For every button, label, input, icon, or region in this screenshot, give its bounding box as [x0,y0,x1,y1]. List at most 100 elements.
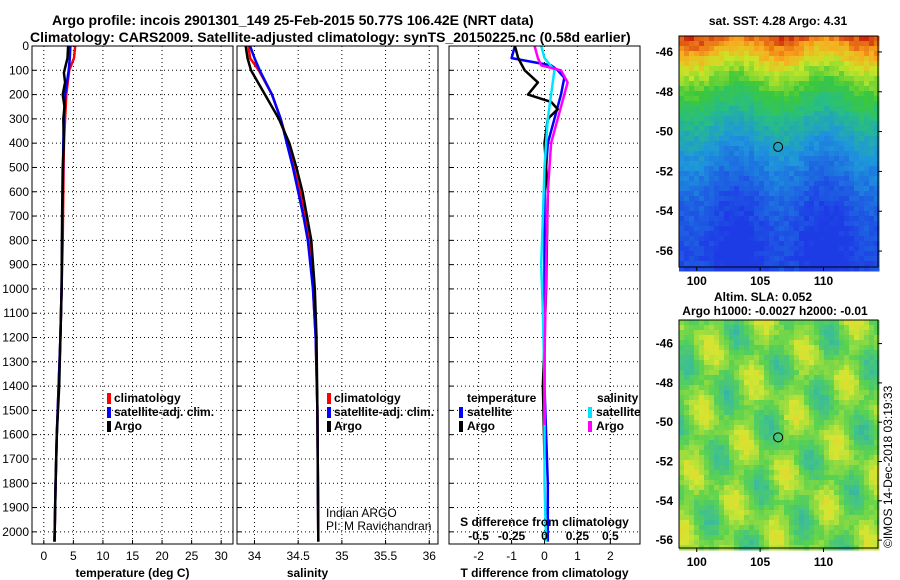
map-pixel [734,535,740,541]
map-pixel [719,390,725,396]
map-pixel [689,226,695,232]
map-pixel [814,335,820,341]
map-pixel [809,325,815,331]
map-pixel [754,400,760,406]
map-pixel [699,236,705,242]
map-pixel [859,320,865,326]
map-pixel [824,76,830,82]
map-pixel [814,400,820,406]
map-pixel [774,56,780,62]
map-pixel [769,440,775,446]
map-pixel [719,355,725,361]
map-pixel [704,520,710,526]
map-pixel [779,525,785,531]
map-pixel [819,335,825,341]
map-pixel [684,181,690,187]
map-pixel [694,490,700,496]
map-pixel [824,181,830,187]
map-pixel [764,41,770,47]
map-pixel [809,196,815,202]
map-pixel [844,390,850,396]
map-pixel [784,246,790,252]
map-pixel [694,101,700,107]
map-pixel [784,440,790,446]
map-pixel [719,261,725,267]
map-pixel [714,96,720,102]
sla-map-subtitle: Argo h1000: -0.0027 h2000: -0.01 [682,304,868,318]
map-pixel [784,420,790,426]
map-pixel [704,345,710,351]
map-pixel [829,151,835,157]
map-pixel [799,46,805,52]
map-pixel [874,201,880,207]
map-pixel [684,96,690,102]
map-pixel [794,111,800,117]
map-pixel [849,161,855,167]
map-pixel [774,126,780,132]
map-pixel [799,525,805,531]
map-pixel [754,460,760,466]
map-pixel [874,510,880,516]
map-pixel [704,365,710,371]
map-pixel [864,525,870,531]
map-pixel [844,325,850,331]
map-pixel [814,191,820,197]
map-pixel [699,141,705,147]
map-pixel [744,171,750,177]
map-pixel [804,51,810,57]
map-pixel [679,465,685,471]
map-pixel [739,196,745,202]
map-pixel [719,181,725,187]
map-pixel [864,365,870,371]
map-pixel [744,181,750,187]
map-pixel [834,41,840,47]
map-pixel [839,345,845,351]
map-pixel [789,261,795,267]
map-pixel [864,535,870,541]
map-pixel [754,320,760,326]
map-pixel [869,36,875,42]
map-pixel [734,161,740,167]
map-pixel [784,350,790,356]
map-pixel [694,460,700,466]
map-pixel [819,455,825,461]
map-pixel [754,81,760,87]
map-pixel [694,540,700,546]
map-pixel [779,355,785,361]
map-pixel [714,470,720,476]
map-pixel [799,370,805,376]
map-pixel [794,485,800,491]
map-pixel [769,126,775,132]
map-pixel [764,241,770,247]
map-pixel [854,400,860,406]
map-pixel [834,96,840,102]
map-pixel [809,71,815,77]
map-pixel [749,41,755,47]
map-pixel [819,380,825,386]
map-pixel [869,485,875,491]
map-pixel [829,480,835,486]
map-pixel [689,440,695,446]
map-pixel [689,430,695,436]
map-pixel [699,325,705,331]
map-pixel [734,390,740,396]
map-pixel [819,46,825,52]
map-pixel [714,515,720,521]
map-pixel [739,206,745,212]
map-pixel [839,246,845,252]
map-pixel [764,540,770,546]
map-pixel [694,430,700,436]
map-pixel [739,540,745,546]
map-pixel [744,196,750,202]
map-pixel [689,510,695,516]
map-pixel [829,410,835,416]
map-pixel [814,445,820,451]
map-pixel [874,181,880,187]
map-pixel [874,355,880,361]
map-pixel [779,106,785,112]
map-pixel [874,515,880,521]
map-pixel [714,131,720,137]
map-pixel [709,201,715,207]
map-pixel [779,510,785,516]
